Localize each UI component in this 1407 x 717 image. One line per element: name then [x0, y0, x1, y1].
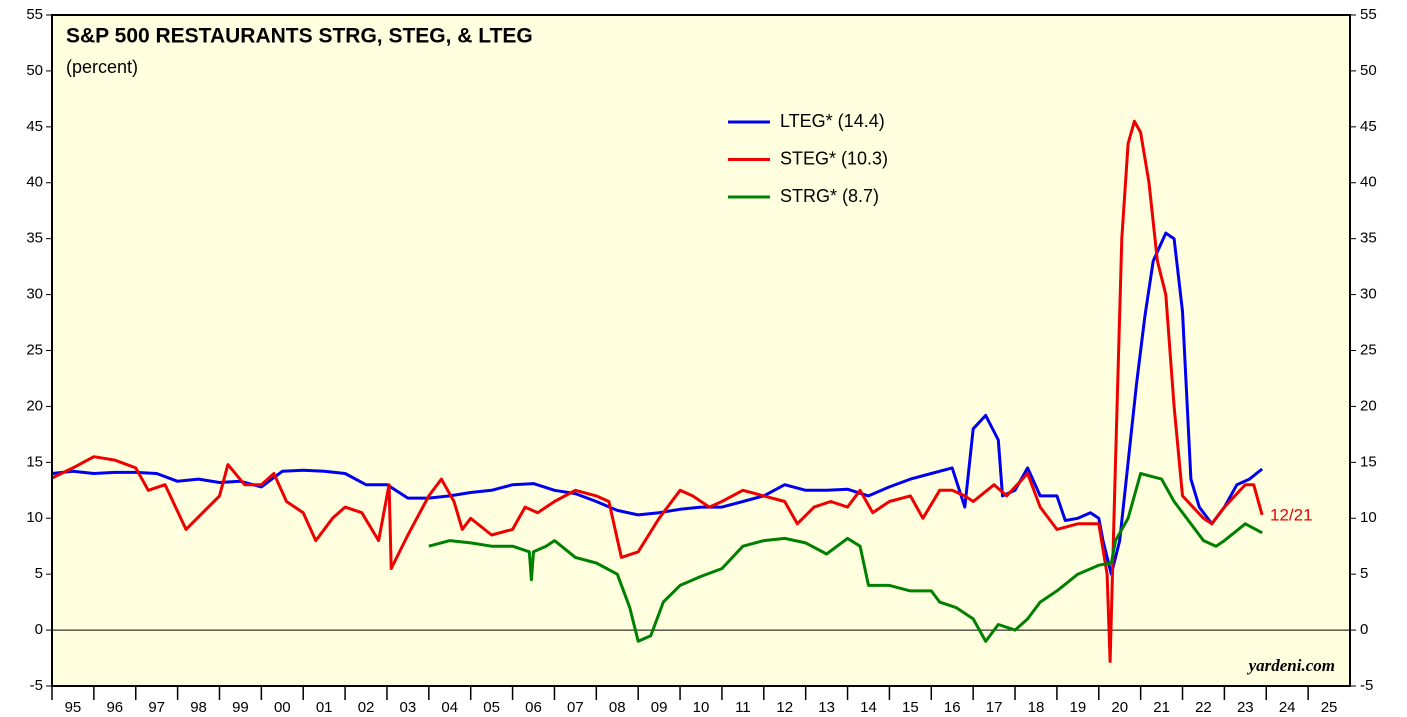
y2-tick-label: -5 [1360, 677, 1373, 694]
chart-title: S&P 500 RESTAURANTS STRG, STEG, & LTEG [66, 25, 533, 48]
y2-tick-label: 35 [1360, 230, 1377, 247]
legend-label: STEG* (10.3) [780, 148, 888, 168]
x-tick-label: 11 [735, 699, 751, 716]
x-tick-label: 03 [400, 699, 417, 716]
y-tick-label: 25 [26, 341, 43, 358]
x-tick-label: 13 [818, 699, 835, 716]
y2-tick-label: 30 [1360, 286, 1377, 303]
x-tick-label: 12 [776, 699, 793, 716]
y2-tick-label: 50 [1360, 62, 1377, 79]
x-tick-label: 09 [651, 699, 668, 716]
plot-background [52, 15, 1350, 686]
x-tick-label: 97 [148, 699, 165, 716]
x-tick-label: 10 [693, 699, 710, 716]
date-annotation: 12/21 [1270, 505, 1313, 524]
y2-tick-label: 5 [1360, 565, 1368, 582]
x-tick-label: 00 [274, 699, 291, 716]
y2-tick-label: 15 [1360, 453, 1377, 470]
y2-tick-label: 20 [1360, 397, 1377, 414]
source-annotation: yardeni.com [1247, 656, 1335, 675]
x-tick-label: 05 [483, 699, 500, 716]
x-tick-label: 23 [1237, 699, 1254, 716]
y-tick-label: 10 [26, 509, 43, 526]
x-tick-label: 17 [986, 699, 1003, 716]
x-tick-label: 98 [190, 699, 207, 716]
x-tick-label: 08 [609, 699, 626, 716]
y2-tick-label: 45 [1360, 118, 1377, 135]
x-tick-label: 14 [860, 699, 877, 716]
y-tick-label: 0 [35, 621, 43, 638]
y-tick-label: 40 [26, 174, 43, 191]
y-tick-label: 35 [26, 230, 43, 247]
legend-label: LTEG* (14.4) [780, 111, 885, 131]
series-line [51, 119, 1264, 663]
x-tick-label: 22 [1195, 699, 1212, 716]
x-tick-label: 04 [441, 699, 458, 716]
x-tick-label: 18 [1028, 699, 1045, 716]
plot-frame [51, 14, 1351, 687]
x-tick-label: 07 [567, 699, 584, 716]
series-line [428, 472, 1263, 643]
y2-tick-label: 0 [1360, 621, 1368, 638]
x-tick-label: 19 [1069, 699, 1086, 716]
x-tick-label: 01 [316, 699, 333, 716]
chart-subtitle: (percent) [66, 57, 138, 77]
x-tick-label: 24 [1279, 699, 1296, 716]
x-tick-label: 15 [902, 699, 919, 716]
y-tick-label: 55 [26, 6, 43, 23]
y-tick-label: 50 [26, 62, 43, 79]
legend-label: STRG* (8.7) [780, 186, 879, 206]
y-tick-label: -5 [30, 677, 43, 694]
series-line [51, 231, 1264, 576]
y-tick-label: 5 [35, 565, 43, 582]
y-tick-label: 20 [26, 397, 43, 414]
y2-tick-label: 25 [1360, 341, 1377, 358]
y-tick-label: 45 [26, 118, 43, 135]
x-tick-label: 25 [1321, 699, 1338, 716]
x-tick-label: 20 [1111, 699, 1128, 716]
y2-tick-label: 40 [1360, 174, 1377, 191]
x-tick-label: 95 [65, 699, 82, 716]
x-tick-label: 96 [106, 699, 123, 716]
x-tick-label: 99 [232, 699, 249, 716]
y2-tick-label: 10 [1360, 509, 1377, 526]
y2-tick-label: 55 [1360, 6, 1377, 23]
x-tick-label: 21 [1153, 699, 1170, 716]
y-tick-label: 30 [26, 286, 43, 303]
x-tick-label: 06 [525, 699, 542, 716]
x-tick-label: 02 [358, 699, 375, 716]
y-tick-label: 15 [26, 453, 43, 470]
x-tick-label: 16 [944, 699, 961, 716]
